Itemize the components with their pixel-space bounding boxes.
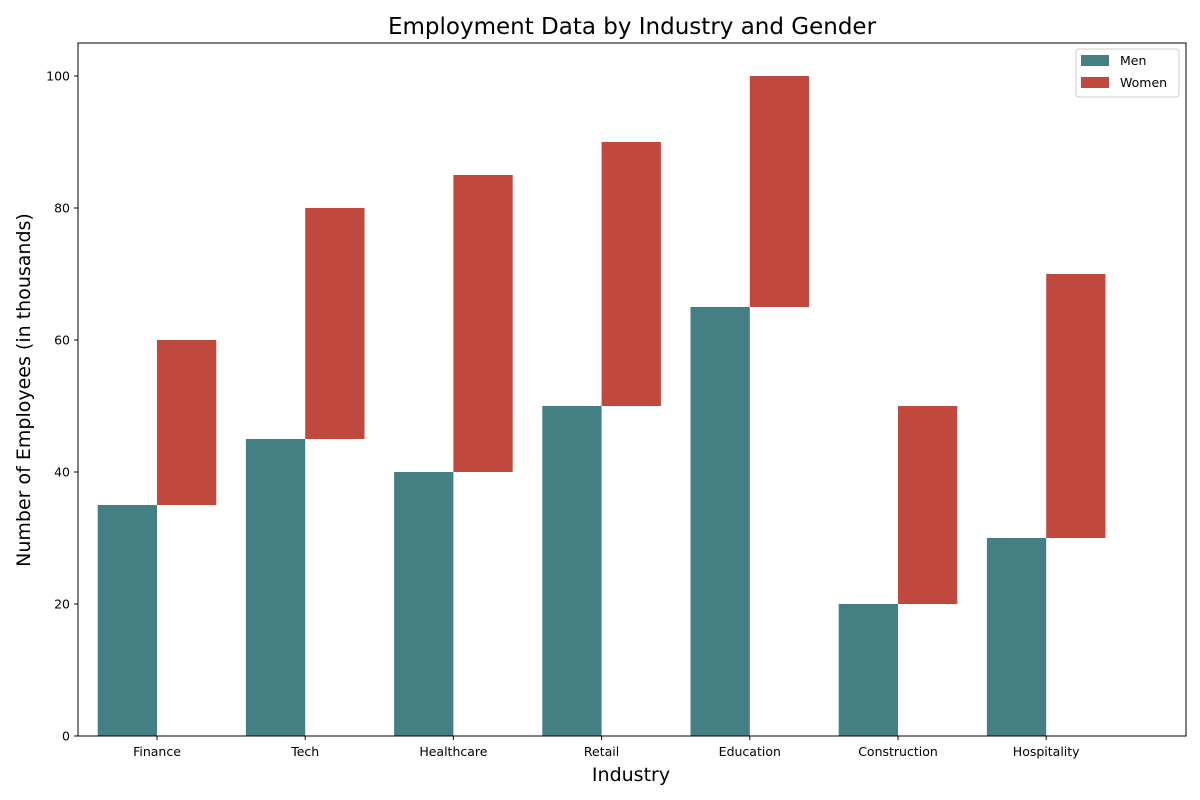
y-tick-label: 80 bbox=[54, 201, 70, 216]
y-tick-label: 20 bbox=[54, 597, 70, 612]
bar-women-finance bbox=[157, 340, 217, 505]
bar-women-education bbox=[749, 76, 810, 307]
x-axis-label: Industry bbox=[592, 764, 670, 786]
x-tick-label: Retail bbox=[584, 744, 619, 759]
bar-women-hospitality bbox=[1046, 274, 1106, 538]
bar-women-retail bbox=[601, 142, 661, 406]
legend: Men Women bbox=[1075, 48, 1180, 98]
y-tick-label: 40 bbox=[54, 465, 70, 480]
legend-swatch-men bbox=[1081, 55, 1109, 66]
legend-swatch-women bbox=[1081, 77, 1109, 88]
y-tick-label: 0 bbox=[62, 729, 70, 744]
bar-men-retail bbox=[542, 406, 602, 736]
chart-title: Employment Data by Industry and Gender bbox=[388, 14, 877, 40]
x-tick-label: Healthcare bbox=[419, 744, 487, 759]
bar-men-finance bbox=[97, 505, 157, 736]
x-tick-label: Construction bbox=[858, 744, 938, 759]
bar-men-construction bbox=[838, 604, 898, 736]
legend-label-men: Men bbox=[1120, 53, 1146, 68]
bar-men-tech bbox=[245, 439, 306, 736]
bar-women-construction bbox=[898, 406, 958, 604]
x-tick-label: Finance bbox=[133, 744, 181, 759]
bar-men-healthcare bbox=[394, 472, 454, 736]
bar-men-education bbox=[690, 307, 750, 736]
bar-women-tech bbox=[305, 208, 365, 439]
legend-label-women: Women bbox=[1120, 75, 1167, 90]
y-axis-label: Number of Employees (in thousands) bbox=[13, 213, 35, 567]
y-tick-label: 60 bbox=[54, 333, 70, 348]
plot-frame bbox=[77, 42, 1187, 737]
axis-ticks: Finance Tech Healthcare Retail Education Cons… bbox=[46, 69, 1080, 760]
x-tick-label: Education bbox=[719, 744, 781, 759]
plot-area bbox=[97, 76, 1106, 736]
x-tick-label: Tech bbox=[290, 744, 319, 759]
y-tick-label: 100 bbox=[46, 69, 70, 84]
bar-women-healthcare bbox=[453, 175, 513, 472]
bar-men-hospitality bbox=[986, 538, 1047, 736]
x-tick-label: Hospitality bbox=[1013, 744, 1080, 759]
